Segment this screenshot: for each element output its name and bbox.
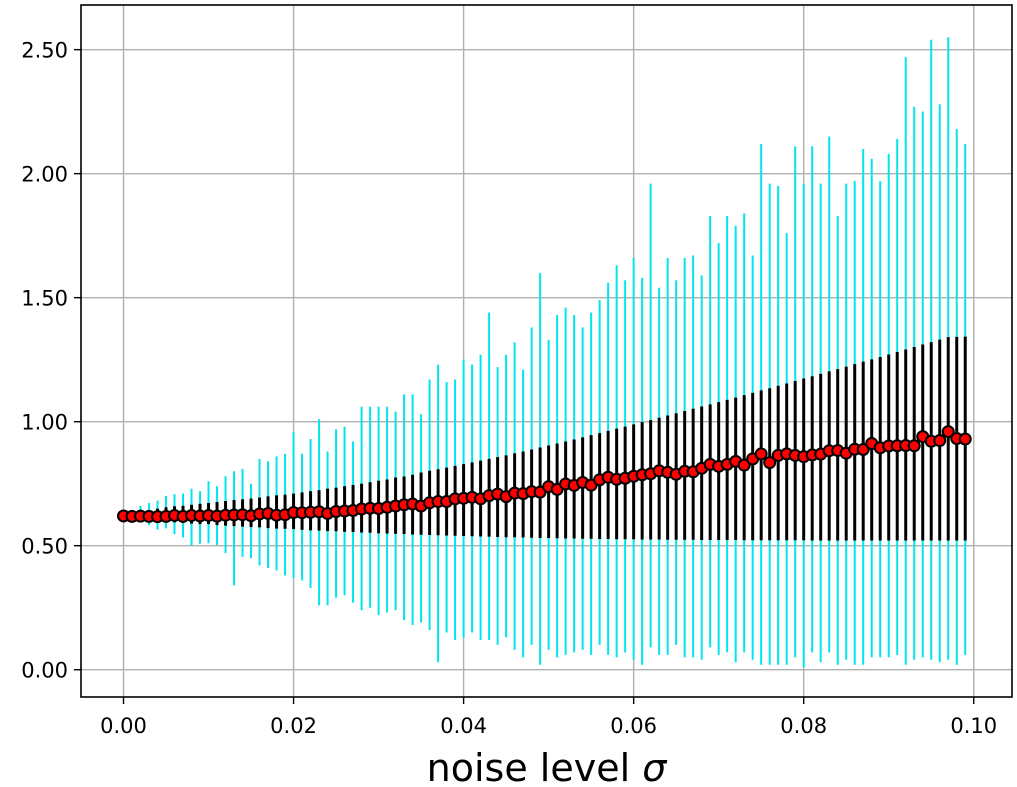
y-tick-label: 1.00 [21, 411, 68, 435]
y-tick-labels: 0.00 0.50 1.00 1.50 2.00 2.50 [21, 39, 68, 683]
min-max-range-bars [131, 37, 967, 668]
x-tick-label: 0.06 [610, 714, 657, 738]
mean-marker [933, 434, 947, 448]
mean-marker [754, 447, 768, 461]
mean-marker [763, 456, 777, 470]
x-tick-label: 0.10 [950, 714, 997, 738]
x-tick-label: 0.04 [440, 714, 487, 738]
y-tick-label: 0.00 [21, 659, 68, 683]
x-axis-title-symbol: σ [642, 746, 668, 787]
x-axis-title-text: noise level [427, 746, 631, 787]
mean-marker [856, 442, 870, 456]
x-tick-label: 0.00 [100, 714, 147, 738]
mean-marker [941, 425, 955, 439]
axis-ticks [74, 48, 975, 704]
mean-marker [958, 432, 972, 446]
y-tick-label: 1.50 [21, 287, 68, 311]
mean-markers [117, 425, 972, 524]
mean-marker [907, 439, 921, 453]
y-tick-label: 0.50 [21, 535, 68, 559]
x-tick-label: 0.02 [270, 714, 317, 738]
x-axis-title: noise level σ [427, 746, 669, 787]
x-tick-label: 0.08 [780, 714, 827, 738]
x-tick-labels: 0.00 0.02 0.04 0.06 0.08 0.10 [100, 714, 997, 738]
y-tick-label: 2.00 [21, 163, 68, 187]
y-tick-label: 2.50 [21, 39, 68, 63]
mean-marker [737, 458, 751, 472]
plot-frame [80, 4, 1013, 698]
